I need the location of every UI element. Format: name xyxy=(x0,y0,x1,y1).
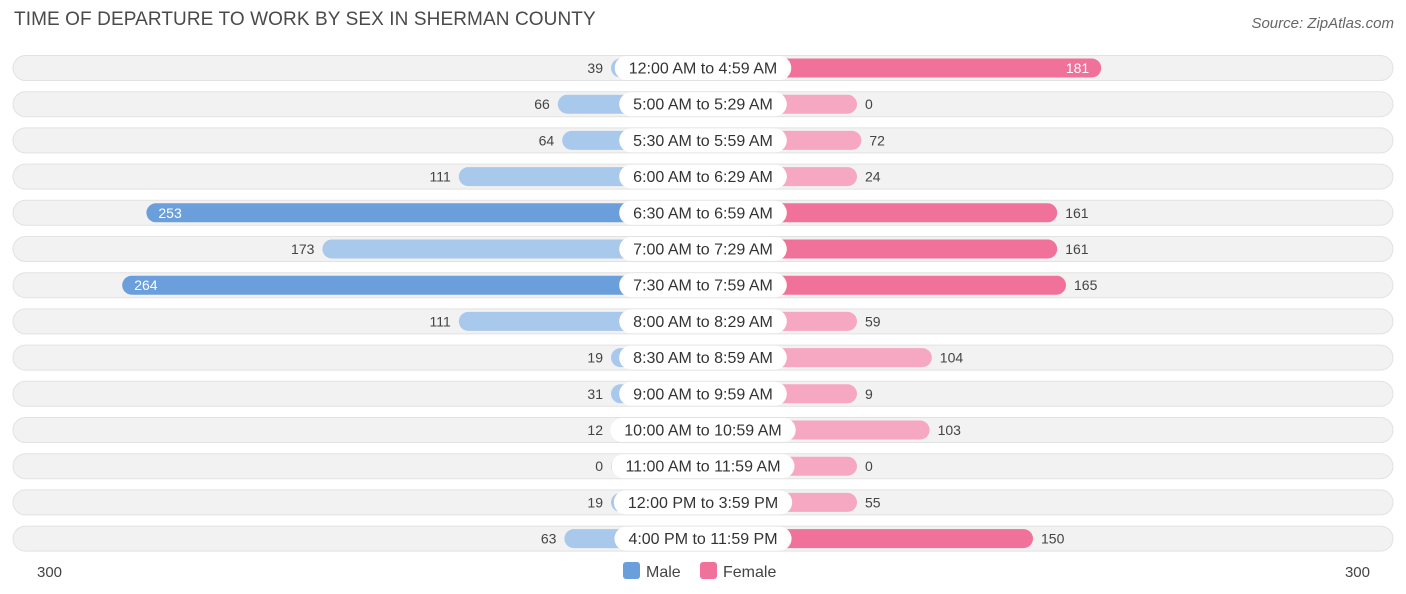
category-label: 5:30 AM to 5:59 AM xyxy=(633,133,773,150)
male-bar xyxy=(122,275,703,295)
category-label-pill xyxy=(614,56,792,80)
female-bar xyxy=(703,58,1102,78)
category-label-pill xyxy=(610,418,796,442)
chart-row: 8:00 AM to 8:29 AM 111 59 xyxy=(12,308,1394,335)
chart-row: 5:00 AM to 5:29 AM 66 0 xyxy=(12,91,1394,118)
male-value-label: 111 xyxy=(430,169,451,185)
category-label-pill xyxy=(613,490,793,515)
chart-row: 12:00 PM to 3:59 PM 19 55 xyxy=(12,489,1394,516)
category-label-pill xyxy=(619,128,787,153)
category-label: 10:00 AM to 10:59 AM xyxy=(624,423,781,440)
category-label-pill xyxy=(619,200,787,225)
male-value-label: 39 xyxy=(587,60,603,76)
male-value-label: 264 xyxy=(134,277,158,293)
chart-source: Source: ZipAtlas.com xyxy=(1251,15,1394,32)
category-label-pill xyxy=(619,164,787,189)
female-value-label: 0 xyxy=(865,96,873,112)
category-label: 5:00 AM to 5:29 AM xyxy=(633,97,773,114)
female-value-label: 165 xyxy=(1074,277,1098,293)
male-value-label: 111 xyxy=(430,313,451,329)
female-value-label: 24 xyxy=(865,169,881,185)
category-label-pill xyxy=(619,92,787,117)
male-bar xyxy=(322,239,703,259)
male-value-label: 63 xyxy=(541,531,557,547)
category-label: 8:30 AM to 8:59 AM xyxy=(633,350,773,367)
male-value-label: 31 xyxy=(587,386,603,402)
legend-female-label: Female xyxy=(723,564,776,581)
female-bar xyxy=(703,239,1058,259)
chart-row: 4:00 PM to 11:59 PM 63 150 xyxy=(12,525,1394,552)
female-value-label: 181 xyxy=(1066,60,1090,76)
category-label: 12:00 AM to 4:59 AM xyxy=(629,61,778,78)
category-label: 11:00 AM to 11:59 AM xyxy=(625,459,780,476)
female-value-label: 104 xyxy=(940,350,964,366)
category-label: 7:30 AM to 7:59 AM xyxy=(633,278,773,295)
female-value-label: 59 xyxy=(865,313,881,329)
chart-row: 7:30 AM to 7:59 AM 264 165 xyxy=(12,272,1394,299)
chart-row: 11:00 AM to 11:59 AM 0 0 xyxy=(12,453,1394,480)
female-bar xyxy=(703,203,1058,223)
axis-min-label: 300 xyxy=(37,564,62,581)
female-value-label: 103 xyxy=(938,422,962,438)
category-label: 4:00 PM to 11:59 PM xyxy=(628,531,777,548)
category-label-pill xyxy=(619,345,787,370)
legend-male-swatch xyxy=(623,562,640,579)
female-value-label: 150 xyxy=(1041,531,1065,547)
category-label-pill xyxy=(611,454,795,479)
male-value-label: 66 xyxy=(534,96,550,112)
legend: Male Female xyxy=(623,562,776,581)
female-value-label: 9 xyxy=(865,386,873,402)
chart-row: 7:00 AM to 7:29 AM 173 161 xyxy=(12,236,1394,262)
male-value-label: 64 xyxy=(539,132,555,148)
male-value-label: 19 xyxy=(587,494,603,510)
chart-row: 9:00 AM to 9:59 AM 31 9 xyxy=(12,380,1394,407)
category-label-pill xyxy=(619,381,787,406)
category-label: 7:00 AM to 7:29 AM xyxy=(633,242,773,259)
chart-row: 12:00 AM to 4:59 AM 39 181 xyxy=(12,55,1394,81)
category-label-pill xyxy=(619,309,787,334)
category-label: 9:00 AM to 9:59 AM xyxy=(633,386,773,403)
male-value-label: 173 xyxy=(291,241,315,257)
female-value-label: 0 xyxy=(865,458,873,474)
legend-female-swatch xyxy=(700,562,717,579)
chart-row: 10:00 AM to 10:59 AM 12 103 xyxy=(12,417,1394,443)
female-value-label: 55 xyxy=(865,494,881,510)
male-bar xyxy=(146,203,703,223)
male-value-label: 19 xyxy=(587,350,603,366)
male-value-label: 253 xyxy=(158,205,182,221)
chart-row: 5:30 AM to 5:59 AM 64 72 xyxy=(12,127,1394,154)
female-bar xyxy=(703,275,1066,295)
legend-male-label: Male xyxy=(646,564,681,581)
male-value-label: 12 xyxy=(587,422,603,438)
female-value-label: 72 xyxy=(869,132,885,148)
category-label-pill xyxy=(619,237,787,261)
chart-row: 8:30 AM to 8:59 AM 19 104 xyxy=(12,344,1394,371)
male-value-label: 0 xyxy=(595,458,603,474)
chart-title: TIME OF DEPARTURE TO WORK BY SEX IN SHER… xyxy=(14,9,596,30)
category-label: 8:00 AM to 8:29 AM xyxy=(633,314,773,331)
female-value-label: 161 xyxy=(1065,205,1089,221)
category-label: 12:00 PM to 3:59 PM xyxy=(628,495,778,512)
female-value-label: 161 xyxy=(1065,241,1089,257)
category-label: 6:30 AM to 6:59 AM xyxy=(633,205,773,222)
category-label-pill xyxy=(614,526,792,551)
axis-max-label: 300 xyxy=(1345,564,1370,581)
chart-row: 6:00 AM to 6:29 AM 111 24 xyxy=(12,163,1394,190)
category-label: 6:00 AM to 6:29 AM xyxy=(633,169,773,186)
category-label-pill xyxy=(619,273,787,298)
chart-row: 6:30 AM to 6:59 AM 253 161 xyxy=(12,199,1394,226)
